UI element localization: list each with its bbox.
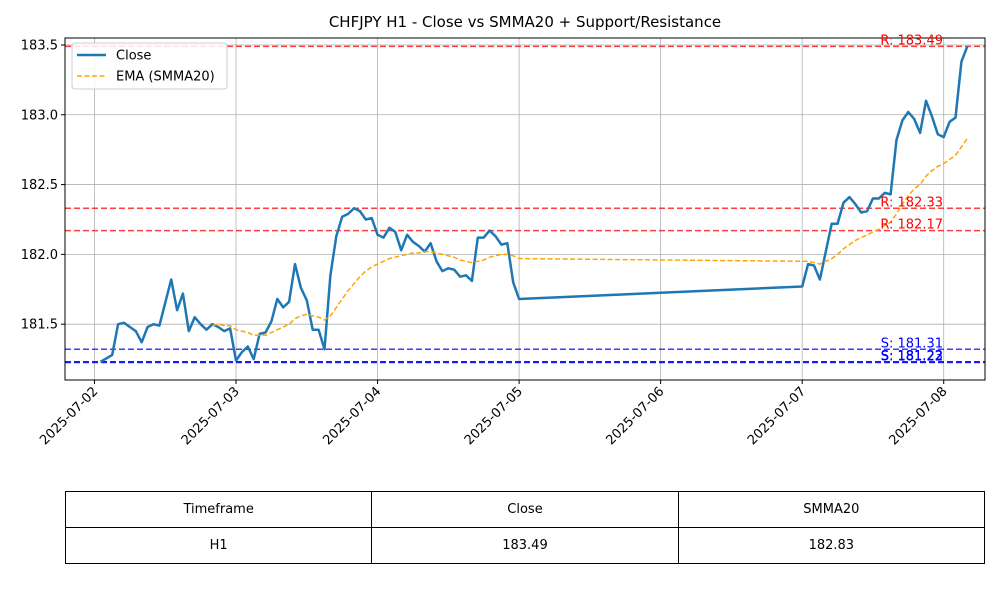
table-cell: H1 (64, 527, 373, 564)
x-tick-label: 2025-07-04 (320, 384, 384, 448)
summary-table: Timeframe Close SMMA20 H1 183.49 182.83 (64, 491, 986, 564)
table-header-cell: Timeframe (64, 491, 373, 528)
x-tick-label: 2025-07-02 (37, 384, 101, 448)
support-level-label: S: 181.22 (881, 349, 943, 364)
resistance-level-label: R: 183.49 (880, 33, 943, 48)
resistance-level-label: R: 182.17 (880, 218, 943, 233)
support-level-label: S: 181.23 (881, 349, 943, 364)
x-tick-label: 2025-07-05 (462, 384, 526, 448)
x-tick-label: 2025-07-08 (887, 384, 951, 448)
table-header-cell: SMMA20 (677, 491, 986, 528)
legend-box (71, 42, 228, 90)
support-level-label: S: 181.22 (881, 350, 943, 365)
level-labels: R: 183.49 R: 182.33 R: 182.17 S: 181.31S: 1… (880, 33, 943, 364)
close-series-line (99, 45, 969, 363)
plot-frame (64, 37, 986, 381)
x-tick-label: 2025-07-06 (603, 384, 667, 448)
support-level-label: S: 181.31 (881, 336, 943, 351)
table-header-row: Timeframe Close SMMA20 (64, 491, 986, 528)
legend-label: EMA (SMMA20) (116, 70, 215, 85)
level-lines (65, 45, 985, 364)
series-layer (99, 45, 969, 363)
table-row: H1 183.49 182.83 (64, 527, 986, 564)
legend: Close EMA (SMMA20) (71, 42, 228, 90)
resistance-level-label: R: 182.33 (880, 195, 943, 210)
smma20-series-line (212, 138, 968, 337)
chart-title: CHFJPY H1 - Close vs SMMA20 + Support/Re… (329, 13, 721, 31)
y-tick-label: 182.0 (21, 248, 58, 263)
y-tick-label: 181.5 (21, 318, 58, 333)
x-tick-label: 2025-07-07 (745, 384, 809, 448)
x-axis: 2025-07-02 2025-07-03 2025-07-04 2025-07-05… (37, 380, 951, 448)
table-cell: 183.49 (371, 527, 679, 564)
x-tick-label: 2025-07-03 (179, 384, 243, 448)
table-header-cell: Close (371, 491, 679, 528)
y-tick-label: 183.0 (21, 108, 58, 123)
legend-label: Close (116, 49, 151, 64)
y-tick-label: 183.5 (21, 38, 58, 53)
table-cell: 182.83 (677, 527, 986, 564)
y-tick-label: 182.5 (21, 178, 58, 193)
y-axis: 181.5 182.0 182.5 183.0 183.5 (21, 38, 65, 333)
